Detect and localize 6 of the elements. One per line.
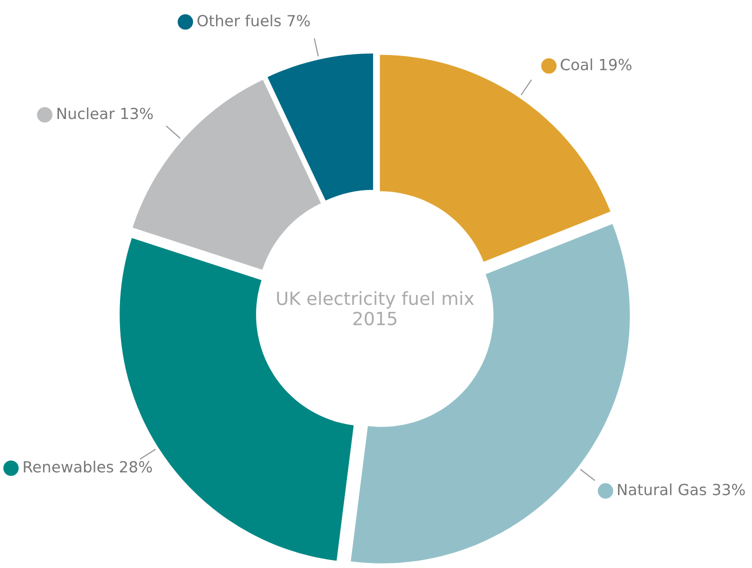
legend-label: Natural Gas 33% [618, 483, 745, 496]
legend-label: Renewables 28% [24, 460, 152, 473]
legend-label: Other fuels 7% [197, 14, 310, 26]
legend-label: Coal 19% [560, 58, 632, 70]
legend-label: Nuclear 13% [58, 107, 153, 120]
text: UK electricity fuel mix 2015 [277, 291, 474, 326]
